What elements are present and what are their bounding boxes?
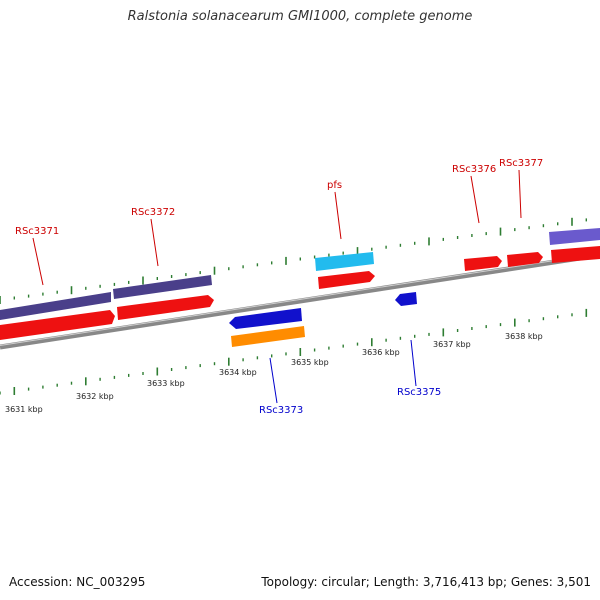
label-rsc3375[interactable]: RSc3375 xyxy=(397,387,441,398)
leader-rsc3371 xyxy=(32,237,44,286)
cds-rsc3377[interactable] xyxy=(507,252,543,267)
accession-text: Accession: NC_003295 xyxy=(9,575,146,589)
label-rsc3372[interactable]: RSc3372 xyxy=(131,207,175,218)
leader-rsc3377 xyxy=(518,169,522,219)
label-rsc3376[interactable]: RSc3376 xyxy=(452,164,496,175)
kbp-label: 3633 kbp xyxy=(147,379,185,388)
cds-rsc3371[interactable] xyxy=(0,310,115,340)
kbp-label: 3636 kbp xyxy=(362,348,400,357)
forward-ticks xyxy=(0,217,587,304)
genome-backbone-highlight xyxy=(0,253,600,346)
gene-rsc3373-bar[interactable] xyxy=(229,308,302,329)
leader-rsc3375 xyxy=(410,339,417,387)
gene-rsc3377-bar[interactable] xyxy=(549,228,600,245)
leader-rsc3373 xyxy=(269,357,278,404)
kbp-label: 3632 kbp xyxy=(76,392,114,401)
leader-rsc3376 xyxy=(470,175,480,224)
map-title: Ralstonia solanacearum GMI1000, complete… xyxy=(127,9,473,24)
gene-rsc3372-bar[interactable] xyxy=(113,275,212,299)
cds-rsc3376[interactable] xyxy=(464,256,502,271)
label-pfs[interactable]: pfs xyxy=(327,180,342,191)
kbp-label: 3637 kbp xyxy=(433,340,471,349)
gene-pfs-bar[interactable] xyxy=(315,252,374,271)
leader-pfs xyxy=(334,191,342,240)
gene-rsc3373-cds[interactable] xyxy=(231,326,305,347)
gene-rsc3375-bar[interactable] xyxy=(395,292,417,306)
reverse-ticks xyxy=(0,308,588,395)
genome-backbone xyxy=(0,252,600,350)
cds-rsc3372[interactable] xyxy=(117,295,214,320)
label-rsc3377[interactable]: RSc3377 xyxy=(499,158,543,169)
kbp-label: 3634 kbp xyxy=(219,368,257,377)
cds-rsc3378-partial[interactable] xyxy=(551,246,600,263)
cds-pfs[interactable] xyxy=(318,271,375,289)
leader-rsc3372 xyxy=(150,218,159,267)
topology-summary: Topology: circular; Length: 3,716,413 bp… xyxy=(261,575,591,589)
kbp-label: 3638 kbp xyxy=(505,332,543,341)
label-rsc3371[interactable]: RSc3371 xyxy=(15,226,59,237)
kbp-label: 3631 kbp xyxy=(5,405,43,414)
gene-rsc3371-bar[interactable] xyxy=(0,292,111,320)
kbp-label: 3635 kbp xyxy=(291,358,329,367)
label-rsc3373[interactable]: RSc3373 xyxy=(259,405,303,416)
